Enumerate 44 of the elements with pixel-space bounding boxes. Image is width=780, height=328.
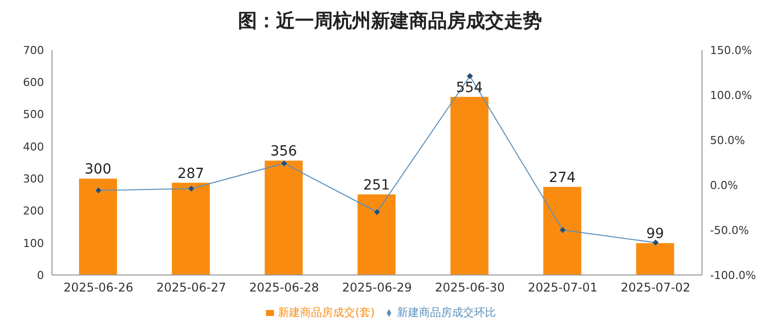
x-tick-label: 2025-06-28 <box>249 280 320 295</box>
y-tick-label: 0 <box>37 268 44 282</box>
point <box>95 187 102 194</box>
x-tick-label: 2025-07-01 <box>528 280 598 295</box>
y2-tick-label: 100.0% <box>710 88 752 102</box>
data-label: 356 <box>270 144 298 160</box>
x-tick-label: 2025-06-30 <box>434 280 505 295</box>
x-tick-label: 2025-06-29 <box>342 280 412 295</box>
bar <box>79 178 117 275</box>
bar <box>450 96 488 275</box>
legend-label: 新建商品房成交环比 <box>396 306 496 319</box>
y-tick-label: 300 <box>23 172 44 186</box>
chart-title: 图：近一周杭州新建商品房成交走势 <box>237 9 543 34</box>
x-tick-label: 2025-06-26 <box>64 280 134 295</box>
data-label: 274 <box>548 170 576 186</box>
y-tick-label: 400 <box>23 140 44 154</box>
y-tick-label: 200 <box>23 204 44 218</box>
y2-tick-label: -50.0% <box>710 224 749 237</box>
legend-label: 新建商品房成交(套) <box>278 306 375 319</box>
x-tick-label: 2025-06-27 <box>156 280 226 295</box>
bar <box>172 182 210 275</box>
data-label: 99 <box>646 226 664 242</box>
y-tick-label: 500 <box>23 108 44 122</box>
x-tick-label: 2025-07-02 <box>620 280 690 295</box>
bar <box>358 194 396 275</box>
point <box>559 226 566 234</box>
y2-tick-label: -100.0% <box>710 268 756 282</box>
y2-tick-label: 150.0% <box>710 44 752 57</box>
y2-tick-label: 50.0% <box>710 134 745 147</box>
point <box>280 160 288 167</box>
data-label: 300 <box>84 162 112 178</box>
bar <box>264 160 303 275</box>
y-tick-label: 700 <box>23 44 44 57</box>
y-tick-label: 600 <box>23 76 44 90</box>
bar <box>636 243 674 275</box>
data-label: 251 <box>363 177 390 194</box>
y2-tick-label: 0.0% <box>710 178 738 192</box>
point <box>374 208 380 216</box>
point <box>652 239 659 246</box>
data-label: 287 <box>177 166 204 182</box>
point <box>188 185 195 192</box>
y-tick-label: 100 <box>23 236 44 250</box>
bar <box>543 186 582 275</box>
point <box>466 72 474 80</box>
